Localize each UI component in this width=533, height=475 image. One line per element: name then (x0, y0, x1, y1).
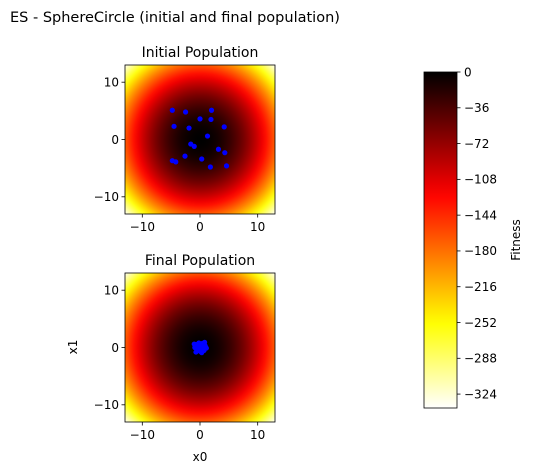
final-population-xlabel: x0 (193, 450, 208, 464)
initial-point-5 (171, 123, 177, 129)
initial-point-10 (191, 143, 197, 149)
initial-point-18 (223, 163, 230, 169)
colorbar-tick-label: −180 (464, 244, 497, 258)
initial-point-3 (208, 116, 214, 123)
figure-title: ES - SphereCircle (initial and final pop… (10, 10, 340, 26)
colorbar-frame (423, 71, 458, 409)
final-ytick-label: 0 (111, 341, 119, 355)
final-population-title: Final Population (145, 253, 255, 269)
initial-ytick-label: 0 (111, 133, 119, 147)
initial-point-13 (182, 153, 188, 159)
final-point-17 (200, 346, 207, 352)
colorbar-tick-label: −72 (464, 137, 489, 151)
final-ytick-label: 10 (104, 283, 119, 297)
colorbar-tick-label: 0 (464, 65, 472, 79)
initial-ytick-label: 10 (104, 75, 119, 89)
initial-xtick-label: −10 (130, 220, 155, 234)
initial-point-0 (169, 107, 175, 113)
colorbar-label: Fitness (509, 219, 523, 261)
initial-point-14 (199, 156, 205, 162)
final-ytick-label: −10 (94, 398, 119, 412)
colorbar-tick-label: −108 (464, 173, 497, 187)
colorbar-tick-label: −288 (464, 352, 497, 366)
final-xtick-label: −10 (130, 428, 155, 442)
final-xtick-label: 10 (250, 428, 265, 442)
colorbar-tick-label: −36 (464, 101, 489, 115)
initial-ytick-label: −10 (94, 190, 119, 204)
initial-population-axes: Initial Population −10 0 10 −10 0 10 (94, 45, 276, 234)
colorbar-tick-label: −216 (464, 280, 497, 294)
initial-point-17 (207, 164, 213, 170)
initial-point-2 (197, 116, 203, 122)
colorbar-gradient (424, 72, 457, 408)
initial-xtick-label: 10 (250, 220, 265, 234)
initial-xtick-label: 0 (196, 220, 204, 234)
initial-point-1 (182, 109, 189, 115)
colorbar-tick-label: −252 (464, 316, 497, 330)
colorbar-tick-label: −324 (464, 387, 497, 401)
initial-point-4 (208, 107, 215, 113)
final-population-ylabel: x1 (66, 340, 80, 355)
initial-point-6 (186, 125, 192, 131)
initial-point-7 (221, 124, 227, 130)
initial-population-title: Initial Population (142, 45, 259, 61)
final-point-13 (202, 339, 208, 345)
final-point-16 (196, 346, 203, 352)
fitness-colorbar: Fitness 0 −36 −72 −108 −144 −180 −216 −252 −288 −… (423, 65, 523, 409)
initial-fitness-heatmap (125, 65, 275, 214)
initial-point-11 (215, 146, 222, 152)
final-xtick-label: 0 (196, 428, 204, 442)
final-point-12 (193, 349, 199, 355)
initial-point-8 (204, 133, 211, 139)
colorbar-tick-label: −144 (464, 208, 497, 222)
final-point-14 (191, 341, 197, 347)
initial-point-12 (222, 150, 228, 156)
initial-point-16 (173, 159, 179, 165)
final-population-axes: Final Population x0 x1 −10 0 10 −10 0 10 (66, 253, 276, 464)
